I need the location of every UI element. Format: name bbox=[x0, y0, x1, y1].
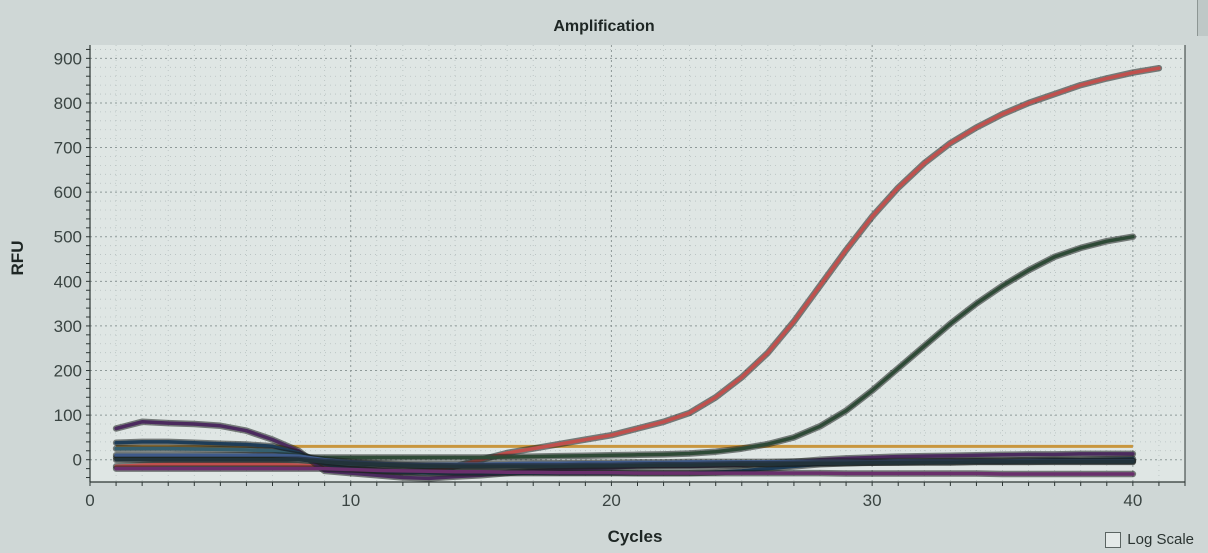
x-axis-label: Cycles bbox=[608, 527, 663, 546]
y-tick-label: 500 bbox=[54, 228, 82, 247]
x-tick-label: 40 bbox=[1123, 491, 1142, 510]
y-tick-label: 600 bbox=[54, 183, 82, 202]
plot-area: 0 100 200 300 400 500 600 700 800 900 0 10 20 30 40 bbox=[54, 45, 1186, 510]
log-scale-label: Log Scale bbox=[1127, 531, 1194, 548]
x-tick-label: 30 bbox=[863, 491, 882, 510]
x-tick-label: 10 bbox=[341, 491, 360, 510]
log-scale-checkbox[interactable] bbox=[1105, 531, 1122, 548]
y-tick-label: 200 bbox=[54, 362, 82, 381]
series-line bbox=[114, 457, 1135, 469]
window-edge-button[interactable] bbox=[1197, 0, 1208, 36]
series-line bbox=[114, 466, 1135, 476]
y-tick-label: 300 bbox=[54, 317, 82, 336]
y-tick-label: 900 bbox=[54, 49, 82, 68]
x-tick-label: 20 bbox=[602, 491, 621, 510]
y-tick-label: 800 bbox=[54, 94, 82, 113]
y-tick-label: 700 bbox=[54, 139, 82, 158]
series-line bbox=[114, 66, 1161, 474]
y-tick-label: 0 bbox=[73, 451, 82, 470]
y-axis-label: RFU bbox=[8, 241, 27, 276]
plot-background bbox=[90, 45, 1185, 482]
chart-title: Amplification bbox=[553, 18, 654, 35]
log-scale-toggle[interactable]: Log Scale bbox=[1105, 531, 1194, 548]
y-tick-label: 100 bbox=[54, 406, 82, 425]
y-tick-label: 400 bbox=[54, 272, 82, 291]
x-tick-label: 0 bbox=[85, 491, 94, 510]
